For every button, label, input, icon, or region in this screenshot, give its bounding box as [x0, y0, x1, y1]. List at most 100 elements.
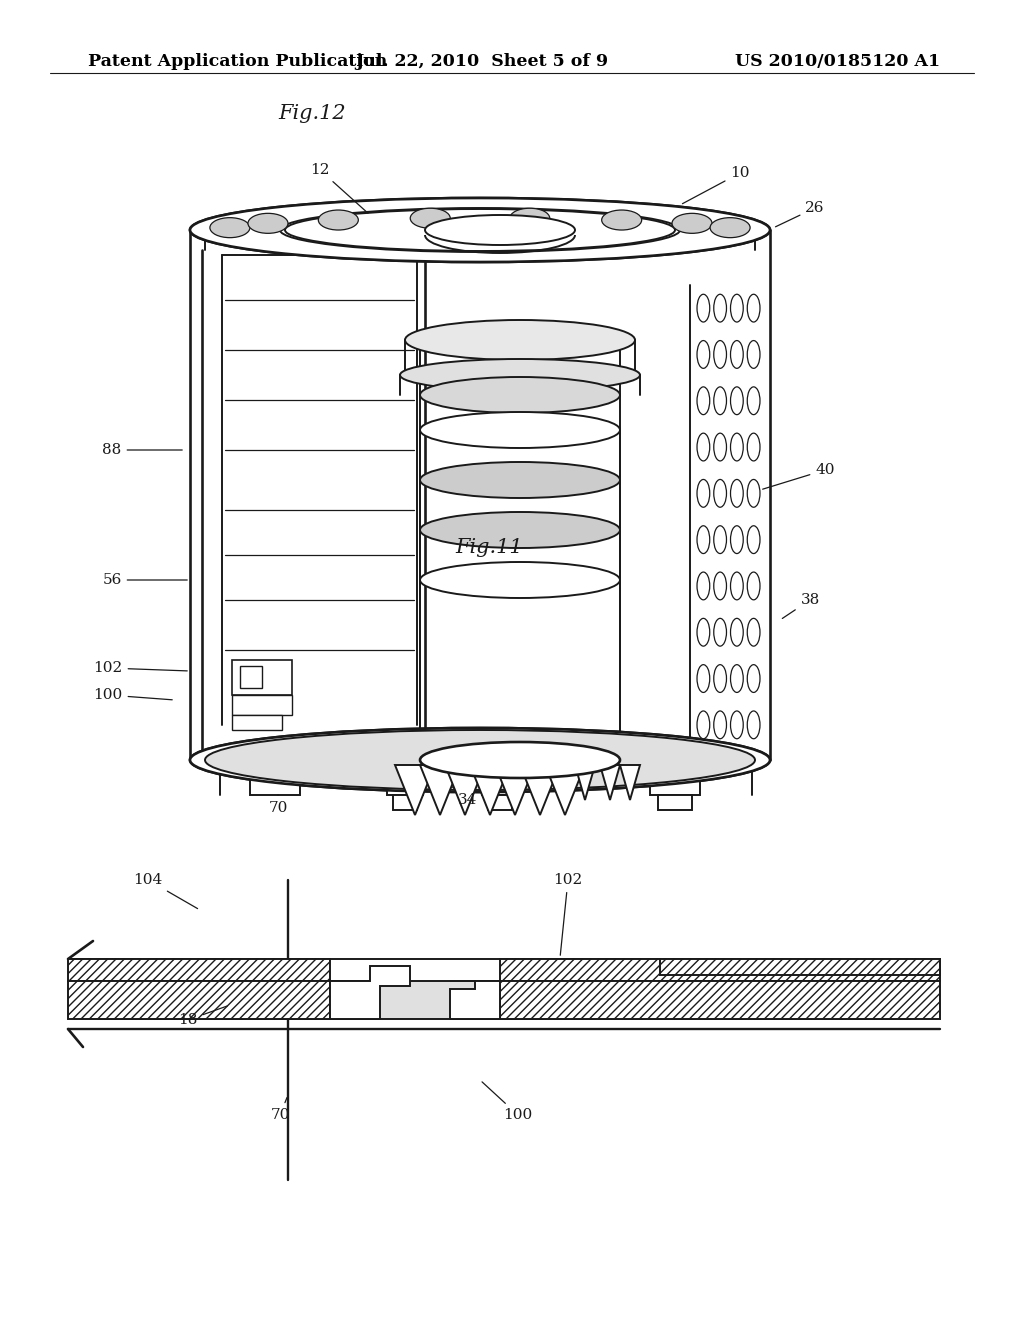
Polygon shape — [495, 766, 535, 814]
Ellipse shape — [748, 294, 760, 322]
Ellipse shape — [697, 665, 710, 693]
Ellipse shape — [210, 218, 250, 238]
Text: Fig.11: Fig.11 — [456, 539, 523, 557]
Ellipse shape — [714, 665, 726, 693]
Text: 70: 70 — [270, 1097, 290, 1122]
Ellipse shape — [190, 729, 770, 792]
Text: Jul. 22, 2010  Sheet 5 of 9: Jul. 22, 2010 Sheet 5 of 9 — [355, 53, 608, 70]
Ellipse shape — [730, 341, 743, 368]
Ellipse shape — [730, 572, 743, 599]
Polygon shape — [545, 766, 585, 814]
Ellipse shape — [248, 214, 288, 234]
Ellipse shape — [697, 711, 710, 739]
Ellipse shape — [730, 479, 743, 507]
Ellipse shape — [697, 572, 710, 599]
Text: 40: 40 — [763, 463, 835, 490]
Ellipse shape — [697, 525, 710, 553]
Ellipse shape — [420, 378, 620, 413]
Ellipse shape — [672, 214, 712, 234]
Ellipse shape — [602, 210, 642, 230]
Ellipse shape — [420, 512, 620, 548]
Ellipse shape — [406, 319, 635, 360]
Polygon shape — [420, 766, 460, 814]
Ellipse shape — [748, 618, 760, 645]
Ellipse shape — [730, 387, 743, 414]
Polygon shape — [520, 766, 560, 814]
Ellipse shape — [714, 572, 726, 599]
Ellipse shape — [748, 572, 760, 599]
Bar — [488, 795, 512, 810]
Ellipse shape — [697, 479, 710, 507]
Bar — [68, 981, 330, 1019]
Ellipse shape — [730, 525, 743, 553]
Ellipse shape — [748, 525, 760, 553]
Ellipse shape — [714, 618, 726, 645]
Ellipse shape — [730, 294, 743, 322]
Ellipse shape — [748, 433, 760, 461]
Bar — [250, 766, 300, 795]
Ellipse shape — [748, 711, 760, 739]
Text: 100: 100 — [93, 688, 172, 702]
Ellipse shape — [730, 665, 743, 693]
Text: Fig.12: Fig.12 — [279, 104, 346, 123]
Ellipse shape — [714, 433, 726, 461]
Ellipse shape — [697, 618, 710, 645]
Text: 38: 38 — [782, 593, 819, 619]
Ellipse shape — [697, 294, 710, 322]
Bar — [240, 667, 262, 688]
Ellipse shape — [748, 341, 760, 368]
Ellipse shape — [748, 665, 760, 693]
Ellipse shape — [697, 387, 710, 414]
Bar — [650, 766, 700, 795]
Ellipse shape — [714, 525, 726, 553]
Text: 26: 26 — [775, 201, 824, 227]
Ellipse shape — [190, 729, 770, 792]
Bar — [393, 795, 417, 810]
Ellipse shape — [285, 209, 675, 251]
Text: 102: 102 — [553, 873, 583, 956]
Bar — [500, 981, 940, 1019]
Ellipse shape — [748, 479, 760, 507]
Polygon shape — [330, 966, 410, 1019]
Bar — [660, 960, 940, 975]
Bar — [68, 960, 330, 981]
Polygon shape — [445, 766, 485, 814]
Text: 100: 100 — [482, 1082, 532, 1122]
Ellipse shape — [714, 294, 726, 322]
Text: Patent Application Publication: Patent Application Publication — [88, 53, 387, 70]
Polygon shape — [600, 766, 620, 800]
Ellipse shape — [280, 209, 680, 252]
Ellipse shape — [710, 218, 751, 238]
Text: US 2010/0185120 A1: US 2010/0185120 A1 — [735, 53, 940, 70]
Ellipse shape — [205, 730, 755, 789]
Text: 10: 10 — [682, 166, 750, 203]
Polygon shape — [575, 766, 595, 800]
Ellipse shape — [730, 433, 743, 461]
Ellipse shape — [714, 341, 726, 368]
Ellipse shape — [420, 412, 620, 447]
Polygon shape — [450, 981, 500, 1019]
Ellipse shape — [420, 462, 620, 498]
Ellipse shape — [697, 433, 710, 461]
Polygon shape — [395, 766, 435, 814]
Ellipse shape — [318, 210, 358, 230]
Bar — [387, 766, 423, 795]
Bar — [98, 981, 910, 1019]
Ellipse shape — [420, 562, 620, 598]
Bar — [232, 696, 292, 715]
Bar — [232, 715, 282, 730]
Ellipse shape — [190, 198, 770, 261]
Ellipse shape — [420, 742, 620, 777]
Ellipse shape — [510, 209, 550, 228]
Bar — [500, 960, 940, 981]
Ellipse shape — [411, 209, 451, 228]
Ellipse shape — [714, 711, 726, 739]
Bar — [232, 660, 292, 696]
Polygon shape — [620, 766, 640, 800]
Text: 104: 104 — [133, 873, 198, 908]
Ellipse shape — [400, 359, 640, 391]
Ellipse shape — [697, 341, 710, 368]
Ellipse shape — [714, 479, 726, 507]
Ellipse shape — [748, 387, 760, 414]
Ellipse shape — [425, 215, 575, 246]
